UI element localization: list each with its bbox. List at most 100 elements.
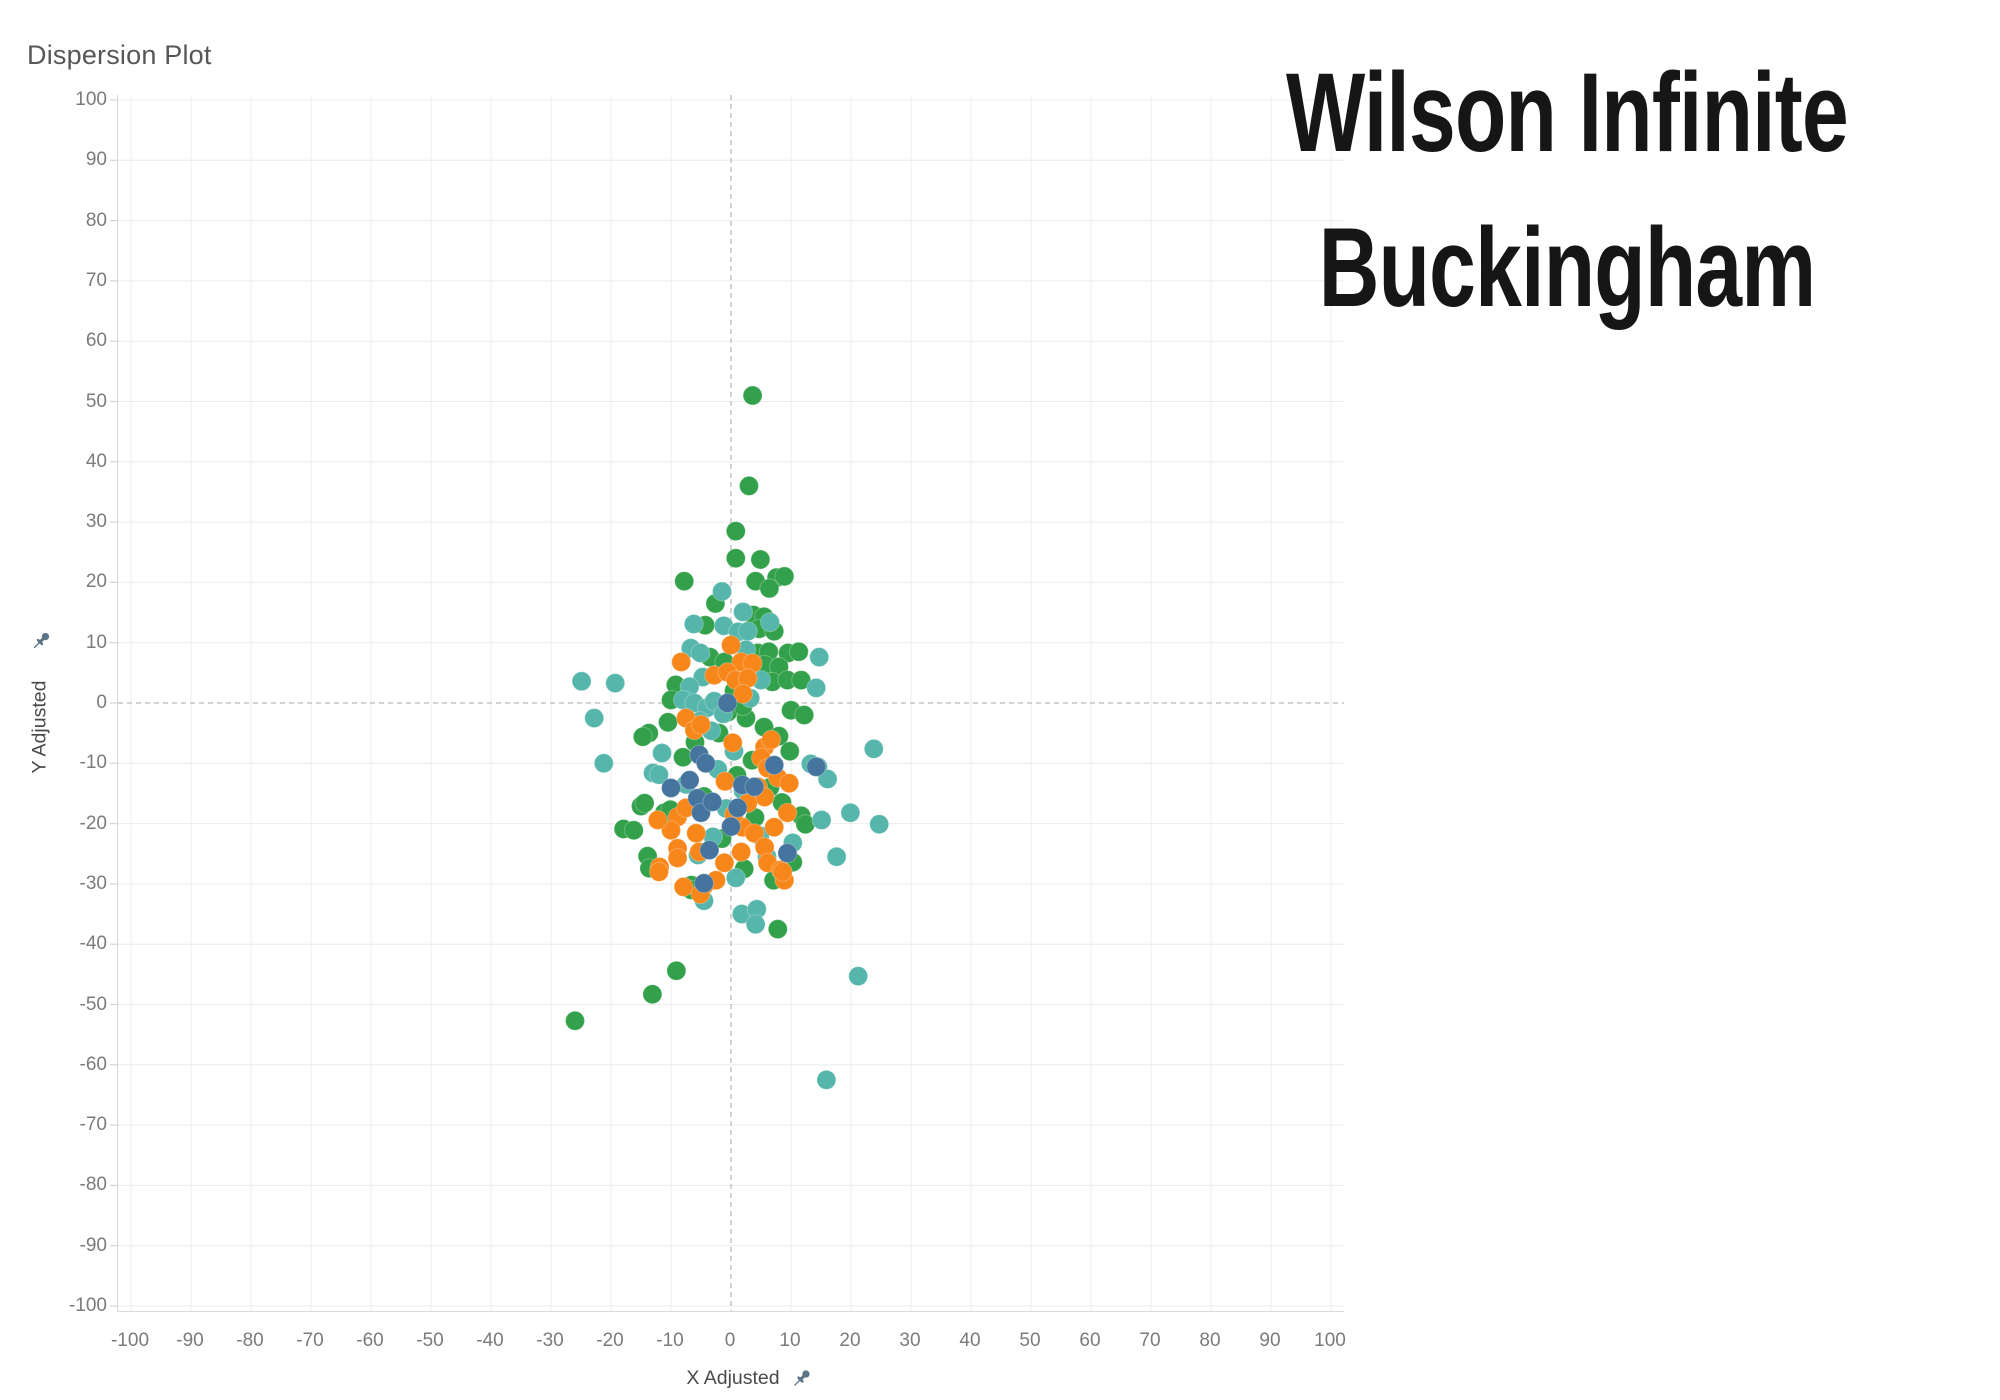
data-point[interactable] xyxy=(605,673,626,694)
y-axis-title-label: Y Adjusted xyxy=(28,680,51,774)
y-tick-label: 70 xyxy=(85,269,107,291)
data-point[interactable] xyxy=(777,802,798,823)
data-point[interactable] xyxy=(788,641,809,662)
data-point[interactable] xyxy=(791,670,812,691)
data-point[interactable] xyxy=(661,820,681,841)
data-point[interactable] xyxy=(584,708,605,729)
data-point[interactable] xyxy=(671,651,692,672)
data-point[interactable] xyxy=(806,756,827,777)
data-point[interactable] xyxy=(652,743,672,764)
data-point[interactable] xyxy=(721,635,741,656)
data-point[interactable] xyxy=(817,768,838,789)
y-tick-label: -20 xyxy=(79,812,107,834)
data-point[interactable] xyxy=(794,705,815,726)
data-point[interactable] xyxy=(673,876,694,897)
data-point[interactable] xyxy=(571,671,592,692)
data-point[interactable] xyxy=(848,966,869,987)
data-point[interactable] xyxy=(691,714,711,735)
data-point[interactable] xyxy=(679,770,700,791)
data-point[interactable] xyxy=(777,843,798,864)
series-orange xyxy=(647,635,800,905)
y-tick-label: -80 xyxy=(79,1174,107,1196)
data-point[interactable] xyxy=(649,764,669,785)
data-point[interactable] xyxy=(759,578,780,599)
data-point[interactable] xyxy=(869,814,890,835)
data-point[interactable] xyxy=(694,873,714,894)
data-point[interactable] xyxy=(634,793,655,814)
data-point[interactable] xyxy=(683,614,704,635)
data-point[interactable] xyxy=(647,809,668,830)
data-point[interactable] xyxy=(623,820,644,841)
data-point[interactable] xyxy=(658,712,678,733)
data-point[interactable] xyxy=(863,738,884,759)
plot-area xyxy=(110,95,1344,1312)
data-point[interactable] xyxy=(725,867,746,888)
data-point[interactable] xyxy=(767,919,788,940)
data-point[interactable] xyxy=(737,621,758,642)
data-point[interactable] xyxy=(733,683,753,704)
y-tick-label: 100 xyxy=(75,89,107,110)
data-point[interactable] xyxy=(774,566,795,587)
y-tick-label: 10 xyxy=(85,631,107,653)
data-point[interactable] xyxy=(699,840,720,861)
data-point[interactable] xyxy=(809,647,830,668)
pin-icon[interactable] xyxy=(29,629,54,654)
y-tick-label: 60 xyxy=(85,330,107,352)
data-point[interactable] xyxy=(712,581,732,602)
data-point[interactable] xyxy=(725,548,746,569)
data-point[interactable] xyxy=(760,612,780,633)
x-tick-label: 20 xyxy=(839,1330,861,1351)
data-point[interactable] xyxy=(733,601,753,622)
data-point[interactable] xyxy=(750,549,771,570)
data-point[interactable] xyxy=(806,677,827,698)
data-point[interactable] xyxy=(721,816,741,837)
data-point[interactable] xyxy=(742,385,763,406)
x-tick-label: 40 xyxy=(959,1330,981,1351)
data-point[interactable] xyxy=(816,1069,837,1090)
data-point[interactable] xyxy=(840,802,861,823)
data-point[interactable] xyxy=(717,693,738,713)
data-point[interactable] xyxy=(632,726,653,747)
y-tick-label: 80 xyxy=(85,209,107,231)
data-point[interactable] xyxy=(745,914,766,935)
data-point[interactable] xyxy=(714,852,735,873)
data-point[interactable] xyxy=(695,753,716,774)
data-point[interactable] xyxy=(779,741,800,762)
data-point[interactable] xyxy=(779,773,800,794)
data-point[interactable] xyxy=(715,771,735,792)
data-point[interactable] xyxy=(686,823,707,844)
x-tick-label: -30 xyxy=(536,1330,564,1351)
data-point[interactable] xyxy=(666,960,687,981)
data-point[interactable] xyxy=(725,521,746,542)
x-tick-label: 0 xyxy=(724,1330,736,1351)
data-point[interactable] xyxy=(739,475,759,496)
data-point[interactable] xyxy=(649,861,669,882)
data-point[interactable] xyxy=(727,797,748,818)
pin-icon[interactable] xyxy=(789,1366,814,1391)
x-tick-label: -20 xyxy=(596,1330,624,1351)
data-point[interactable] xyxy=(593,753,614,774)
data-point[interactable] xyxy=(731,841,752,862)
y-tick-label: -50 xyxy=(79,993,107,1015)
data-point[interactable] xyxy=(565,1010,585,1031)
data-point[interactable] xyxy=(642,984,663,1005)
data-point[interactable] xyxy=(761,729,782,750)
data-point[interactable] xyxy=(744,776,765,797)
x-tick-label: -70 xyxy=(296,1330,324,1351)
data-point[interactable] xyxy=(702,791,723,812)
chart-header-line1: Wilson Infinite xyxy=(1286,50,1849,175)
data-point[interactable] xyxy=(667,847,688,868)
data-point[interactable] xyxy=(826,846,847,867)
data-point[interactable] xyxy=(811,809,832,830)
data-point[interactable] xyxy=(722,732,743,753)
x-tick-label: -10 xyxy=(656,1330,684,1351)
data-point[interactable] xyxy=(661,778,681,799)
data-point[interactable] xyxy=(772,861,793,882)
data-point[interactable] xyxy=(764,817,785,838)
data-point[interactable] xyxy=(690,642,711,663)
data-point[interactable] xyxy=(744,823,765,844)
x-tick-label: -100 xyxy=(110,1330,150,1351)
data-point[interactable] xyxy=(764,755,785,776)
data-point[interactable] xyxy=(674,571,695,592)
